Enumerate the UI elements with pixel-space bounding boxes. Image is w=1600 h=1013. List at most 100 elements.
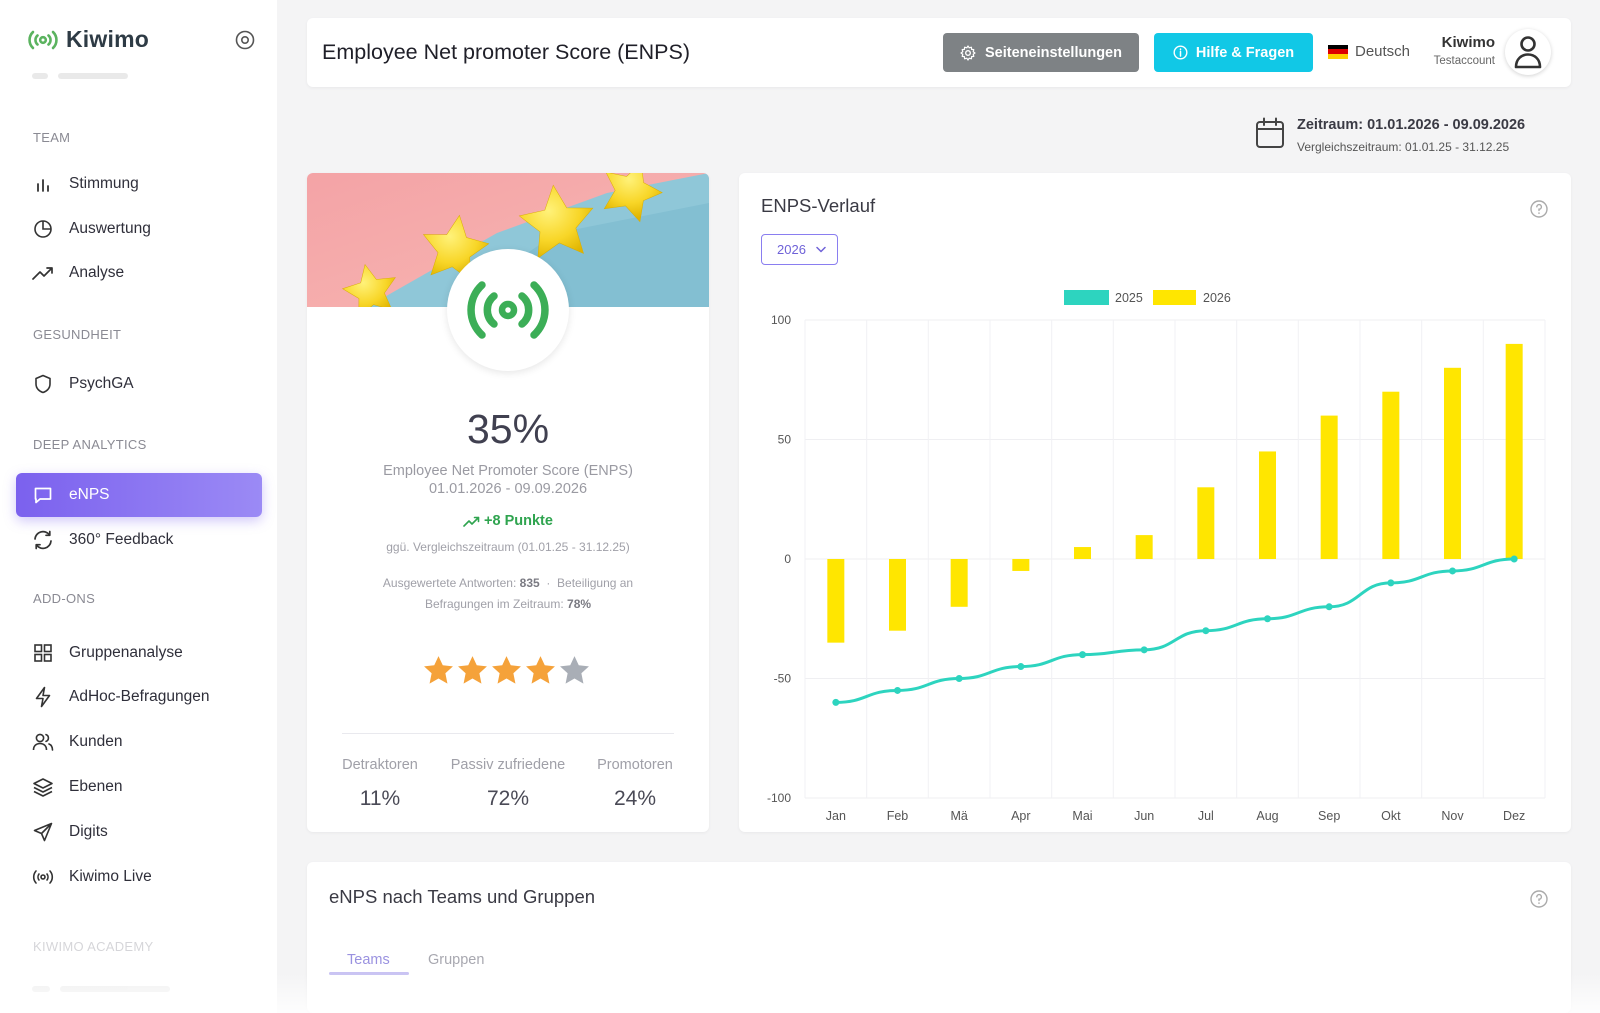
x-tick-label: Okt <box>1381 809 1401 823</box>
bar-2026 <box>1074 547 1091 559</box>
enps-score-range: 01.01.2026 - 09.09.2026 <box>428 481 588 497</box>
sidebar-item-label: Kiwimo Live <box>69 868 152 885</box>
shield-icon <box>32 373 54 395</box>
x-tick-label: Mä <box>950 809 967 823</box>
participation-value: 78% <box>567 597 592 611</box>
separator-dot: · <box>543 576 554 590</box>
help-circle-icon[interactable] <box>1529 199 1549 219</box>
x-tick-label: Nov <box>1441 809 1464 823</box>
x-tick-label: Jun <box>1134 809 1154 823</box>
active-tab-indicator <box>329 972 409 975</box>
bar-2026 <box>1505 343 1523 559</box>
x-tick-label: Jul <box>1198 809 1214 823</box>
teams-title: eNPS nach Teams und Gruppen <box>329 886 596 907</box>
info-icon <box>1173 45 1188 60</box>
x-tick-label: Jan <box>826 809 846 823</box>
sidebar-item-ebenen[interactable]: Ebenen <box>16 765 262 809</box>
point-2025 <box>1079 651 1086 659</box>
bar-2026 <box>950 559 968 607</box>
bar-2026 <box>1320 415 1338 559</box>
point-2025 <box>894 686 901 694</box>
period-title: Zeitraum: 01.01.2026 - 09.09.2026 <box>1297 117 1526 133</box>
point-2025 <box>1325 603 1333 611</box>
user-account: Testaccount <box>1433 55 1495 67</box>
sidebar-item-label: 360° Feedback <box>69 531 174 548</box>
point-2025 <box>1449 567 1456 575</box>
detraktoren-stat: Detraktoren 11% <box>313 757 447 811</box>
legend-swatch-2026 <box>1153 290 1196 305</box>
sidebar-toggle-icon[interactable] <box>234 29 256 51</box>
enps-score-label: Employee Net Promoter Score (ENPS) 01.01… <box>307 462 709 498</box>
sidebar-item-psychga[interactable]: PsychGA <box>16 362 262 406</box>
tab-gruppen[interactable]: Gruppen <box>428 952 485 968</box>
send-icon <box>32 821 54 843</box>
sidebar-item-kiwimo-live[interactable]: Kiwimo Live <box>16 855 262 899</box>
period-info[interactable]: Zeitraum: 01.01.2026 - 09.09.2026 Vergle… <box>1255 117 1525 154</box>
page-title: Employee Net promoter Score (ENPS) <box>322 40 691 64</box>
avatar[interactable] <box>1505 29 1551 75</box>
point-2025 <box>955 675 963 682</box>
page-settings-label: Seiteneinstellungen <box>985 44 1122 61</box>
point-2025 <box>832 698 840 706</box>
page-settings-button[interactable]: Seiteneinstellungen <box>943 33 1139 72</box>
user-info[interactable]: Kiwimo Testaccount <box>1427 34 1495 67</box>
user-name: Kiwimo <box>1441 34 1495 51</box>
scrolled-item-fragment <box>32 985 212 993</box>
language-selector[interactable]: Deutsch <box>1328 43 1410 60</box>
x-tick-label: Feb <box>887 809 909 823</box>
star-filled-icon <box>492 656 521 684</box>
x-tick-label: Dez <box>1503 809 1525 823</box>
sidebar-item-label: Auswertung <box>69 220 151 237</box>
point-2025 <box>1387 579 1395 587</box>
sidebar-item-digits[interactable]: Digits <box>16 810 262 854</box>
passiv-value: 72% <box>486 787 530 810</box>
enps-delta-compare: ggü. Vergleichszeitraum (01.01.25 - 31.1… <box>386 540 630 554</box>
year-select[interactable]: 2026 <box>761 234 838 265</box>
enps-badge <box>447 249 569 371</box>
detraktoren-value: 11% <box>359 787 401 810</box>
sidebar-item-360-feedback[interactable]: 360° Feedback <box>16 518 262 562</box>
year-select-value: 2026 <box>777 242 806 257</box>
enps-score-value: 35% <box>466 406 550 452</box>
enps-history-card: 100 50 0 -50 -100 Jan Feb Mä Apr Mai Jun Jul Aug Sep O… <box>739 173 1571 832</box>
sidebar-item-label: Digits <box>69 823 108 840</box>
bar-2026 <box>1012 559 1030 571</box>
promotoren-stat: Promotoren 24% <box>568 757 702 811</box>
users-icon <box>32 731 54 753</box>
legend-label-2026: 2026 <box>1203 291 1231 305</box>
line-2025 <box>835 557 1515 704</box>
bar-2026 <box>889 559 906 631</box>
passiv-label: Passiv zufriedene <box>450 757 566 773</box>
logo[interactable]: Kiwimo <box>26 26 149 53</box>
enps-answers-info: Ausgewertete Antworten: 835 · Beteiligun… <box>347 573 669 615</box>
logo-text: Kiwimo <box>66 26 149 52</box>
refresh-icon <box>32 529 54 551</box>
answers-label: Ausgewertete Antworten: <box>382 576 517 590</box>
period-compare: Vergleichszeitraum: 01.01.25 - 31.12.25 <box>1297 140 1510 154</box>
scrolled-item-fragment <box>32 72 212 80</box>
sidebar-item-auswertung[interactable]: Auswertung <box>16 207 262 251</box>
point-2025 <box>1510 555 1518 563</box>
trending-up-icon <box>32 262 54 284</box>
y-tick-label: 50 <box>778 433 792 447</box>
point-2025 <box>1140 646 1148 654</box>
enps-score-card: 35% Employee Net Promoter Score (ENPS) 0… <box>307 173 709 832</box>
user-icon <box>1514 36 1542 69</box>
lightning-icon <box>32 686 54 708</box>
sidebar-item-kunden[interactable]: Kunden <box>16 720 262 764</box>
kiwimo-logo-icon <box>28 30 58 49</box>
sidebar-item-analyse[interactable]: Analyse <box>16 251 262 295</box>
german-flag-icon <box>1328 44 1348 59</box>
sidebar-item-enps[interactable]: eNPS <box>16 473 262 517</box>
enps-history-chart: 100 50 0 -50 -100 Jan Feb Mä Apr Mai Jun Jul Aug Sep O… <box>767 290 1546 823</box>
sidebar-item-gruppenanalyse[interactable]: Gruppenanalyse <box>16 631 262 675</box>
calendar-icon <box>1256 117 1284 148</box>
rating-stars <box>422 654 591 687</box>
help-circle-icon[interactable] <box>1529 889 1549 909</box>
promotoren-value: 24% <box>613 787 657 810</box>
sidebar-item-stimmung[interactable]: Stimmung <box>16 162 262 206</box>
tab-teams[interactable]: Teams <box>347 952 390 968</box>
y-tick-label: -50 <box>774 672 792 686</box>
sidebar-item-adhoc-befragungen[interactable]: AdHoc-Befragungen <box>16 675 262 719</box>
help-button[interactable]: Hilfe & Fragen <box>1154 33 1313 72</box>
